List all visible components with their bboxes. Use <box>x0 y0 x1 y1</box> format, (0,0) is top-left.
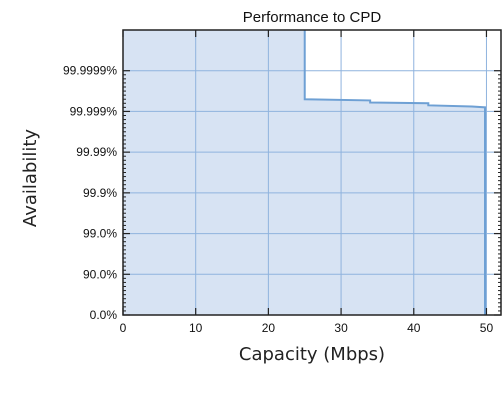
y-tick-label: 99.99% <box>76 145 117 159</box>
x-tick-label: 20 <box>262 321 276 335</box>
x-tick-label: 0 <box>120 321 127 335</box>
x-tick-label: 30 <box>334 321 348 335</box>
series-line <box>303 30 487 315</box>
y-tick-label: 90.0% <box>83 267 117 281</box>
y-axis-title: Availability <box>20 129 41 227</box>
y-tick-label: 99.9% <box>83 186 117 200</box>
series-fill <box>123 30 486 315</box>
y-tick-label: 0.0% <box>90 308 118 322</box>
plot-area: 0 10 20 30 40 50 0.0% 90.0% 99.0% 99.9% 99.99% 99.9… <box>63 29 502 335</box>
x-tick-label: 10 <box>189 321 203 335</box>
chart-title: Performance to CPD <box>243 9 382 26</box>
x-tick-label: 40 <box>407 321 421 335</box>
y-tick-label: 99.0% <box>83 227 117 241</box>
y-tick-label: 99.999% <box>70 104 118 118</box>
y-tick-label: 99.9999% <box>63 64 117 78</box>
x-axis-title: Capacity (Mbps) <box>239 344 385 365</box>
x-tick-label: 50 <box>480 321 494 335</box>
